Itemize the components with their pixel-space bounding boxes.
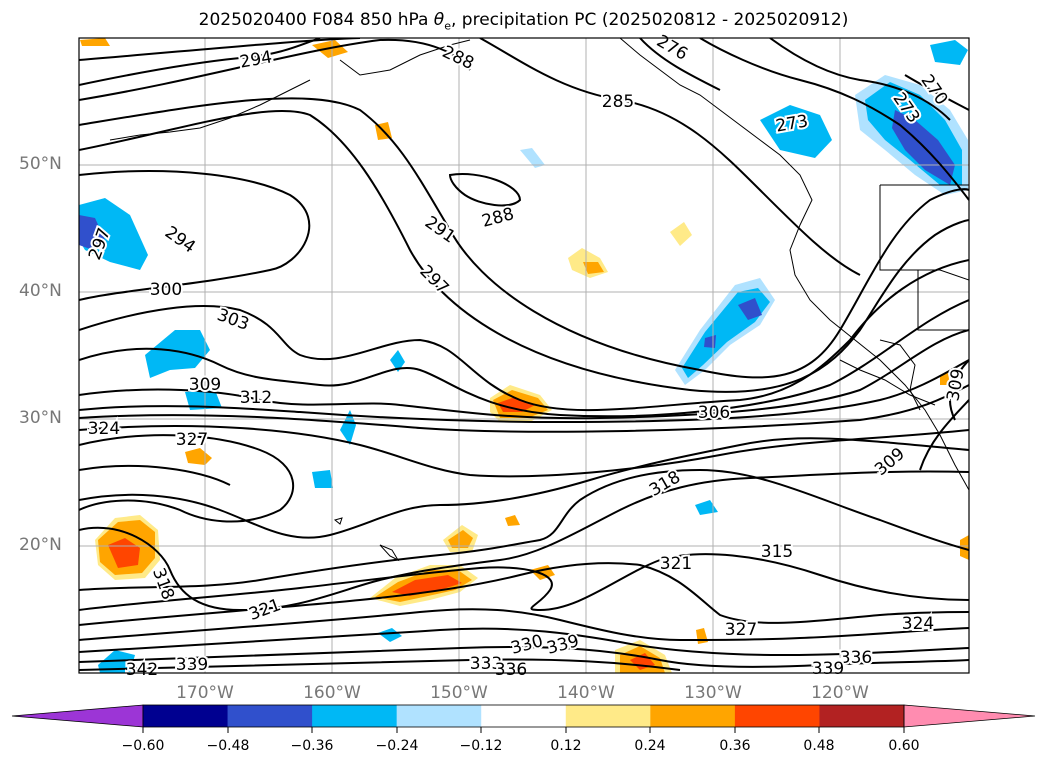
contour-label: 324 [902, 614, 934, 634]
colorbar-tick-label: −0.24 [375, 738, 419, 754]
colorbar-tick-label: 0.60 [888, 738, 920, 754]
precip-area-positive [960, 535, 969, 560]
colorbar-segment [312, 705, 398, 727]
contour-label: 342 [126, 660, 158, 680]
colorbar-tick-label: 0.48 [803, 738, 835, 754]
precip-area-negative [79, 215, 105, 250]
map-frame [78, 37, 970, 674]
precip-area-negative [312, 470, 333, 488]
colorbar-tick-label: −0.60 [121, 738, 165, 754]
coastlines [109, 38, 969, 562]
colorbar-segment [734, 705, 820, 727]
contour-label: 336 [495, 660, 527, 680]
contour-label: 327 [725, 620, 757, 640]
colorbar-tick-label: 0.12 [550, 738, 582, 754]
map-title: 2025020400 F084 850 hPa θe, precipitatio… [198, 10, 849, 33]
lat-label-40n: 40°N [19, 281, 62, 301]
lat-label-30n: 30°N [19, 408, 62, 428]
contour-label: 309 [189, 375, 221, 395]
colorbar-segment [143, 705, 229, 727]
colorbar-tick-label: −0.48 [206, 738, 250, 754]
colorbar [11, 704, 1036, 733]
colorbar-frame [142, 704, 905, 728]
colorbar-tick-label: −0.12 [459, 738, 503, 754]
contour-label: 300 [150, 280, 182, 300]
precip-area-positive [498, 397, 535, 412]
precip-area-positive [80, 38, 110, 46]
lon-label-130w: 130°W [684, 683, 742, 703]
theta-e-contours [79, 38, 969, 671]
contour-label: 339 [812, 659, 844, 679]
map-panel [79, 38, 969, 673]
precip-area-negative [79, 198, 148, 270]
colorbar-tick-label: 0.24 [634, 738, 666, 754]
colorbar-tick-label: −0.36 [290, 738, 334, 754]
precip-area-positive [583, 262, 604, 274]
contour-label: 333 [470, 654, 502, 674]
lat-label-50n: 50°N [19, 154, 62, 174]
colorbar-segments [143, 705, 905, 727]
precip-area-positive [448, 530, 473, 548]
contour-label: 285 [602, 92, 634, 112]
lat-label-20n: 20°N [19, 535, 62, 555]
contour-label: 321 [660, 554, 692, 574]
lon-label-160w: 160°W [303, 683, 361, 703]
precip-area-positive [392, 575, 462, 596]
precip-area-negative [930, 40, 968, 65]
contour-label: 339 [176, 655, 208, 675]
colorbar-segment [565, 705, 651, 727]
lon-label-120w: 120°W [811, 683, 869, 703]
precip-area-negative [185, 390, 222, 410]
contour-label: 324 [88, 419, 120, 439]
precip-area-positive [505, 515, 520, 526]
precip-area-negative [695, 500, 718, 515]
contour-label: 327 [176, 430, 208, 450]
colorbar-segment [650, 705, 736, 727]
contour-label: 315 [761, 542, 793, 562]
lon-label-170w: 170°W [176, 683, 234, 703]
colorbar-segment [227, 705, 313, 727]
contour-label: 336 [840, 648, 872, 668]
precip-area-negative [520, 148, 545, 168]
precip-area-negative [760, 105, 832, 158]
colorbar-tick-label: 0.36 [719, 738, 751, 754]
colorbar-ticks [142, 727, 905, 733]
contour-label: 306 [698, 403, 730, 423]
precip-area-positive [670, 222, 692, 246]
lon-label-150w: 150°W [430, 683, 488, 703]
precip-area-negative [378, 628, 402, 642]
colorbar-extend-high [903, 704, 1036, 728]
precip-area-negative [738, 298, 762, 320]
precip-area-negative [145, 330, 210, 378]
contour-label: 312 [240, 388, 272, 408]
precip-area-negative [390, 350, 405, 372]
colorbar-extend-low [11, 704, 144, 728]
precip-area-positive [940, 373, 950, 385]
colorbar-segment [481, 705, 567, 727]
colorbar-segment [819, 705, 905, 727]
lon-label-140w: 140°W [557, 683, 615, 703]
gridlines [79, 38, 969, 673]
colorbar-segment [396, 705, 482, 727]
